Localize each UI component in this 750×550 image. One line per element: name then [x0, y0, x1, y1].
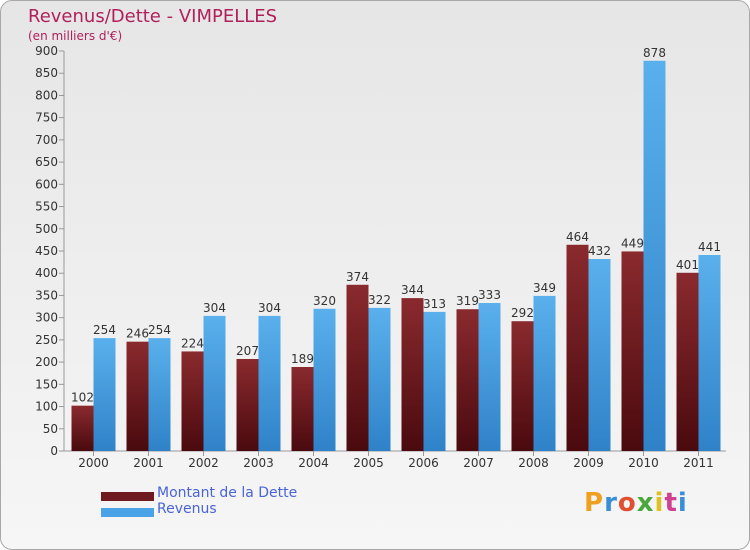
data-label-revenus: 333 — [478, 288, 501, 302]
bar-revenus — [368, 307, 391, 451]
x-tick-label: 2000 — [78, 456, 109, 470]
logo-letter: i — [677, 488, 688, 518]
y-tick-label: 200 — [35, 355, 58, 369]
y-tick-label: 750 — [35, 111, 58, 125]
chart-subtitle: (en milliers d'€) — [28, 29, 123, 43]
bar-dette — [621, 251, 644, 451]
logo-letter: x — [636, 488, 655, 518]
data-label-revenus: 322 — [368, 293, 391, 307]
bar-dette — [676, 272, 699, 451]
legend-swatch-revenus — [101, 508, 154, 517]
y-tick-label: 900 — [35, 44, 58, 58]
bar-dette — [401, 298, 424, 451]
x-tick-label: 2008 — [518, 456, 549, 470]
data-label-revenus: 254 — [93, 323, 116, 337]
bar-revenus — [258, 315, 281, 451]
x-tick-label: 2005 — [353, 456, 384, 470]
bar-dette — [511, 321, 534, 451]
bar-dette — [181, 351, 204, 451]
logo-letter: i — [654, 488, 665, 518]
y-tick-label: 650 — [35, 155, 58, 169]
legend-label-revenus: Revenus — [157, 501, 217, 517]
data-label-revenus: 349 — [533, 281, 556, 295]
proxiti-logo: Proxiti — [584, 488, 688, 518]
chart-title: Revenus/Dette - VIMPELLES — [28, 6, 278, 27]
data-label-revenus: 432 — [588, 244, 611, 258]
y-tick-label: 450 — [35, 244, 58, 258]
data-label-revenus: 254 — [148, 323, 171, 337]
bar-revenus — [313, 308, 336, 451]
data-label-dette: 344 — [401, 283, 424, 297]
bar-dette — [566, 244, 589, 451]
bar-revenus — [588, 259, 611, 451]
data-label-dette: 292 — [511, 306, 534, 320]
data-label-revenus: 320 — [313, 294, 336, 308]
data-label-dette: 401 — [676, 258, 699, 272]
bar-revenus — [478, 303, 501, 451]
x-tick-label: 2004 — [298, 456, 329, 470]
data-label-revenus: 304 — [258, 301, 281, 315]
bar-revenus — [533, 295, 556, 451]
bar-dette — [456, 309, 479, 451]
data-label-dette: 102 — [71, 391, 94, 405]
legend-swatch-dette — [101, 492, 154, 501]
y-tick-label: 400 — [35, 266, 58, 280]
y-tick-label: 0 — [50, 444, 58, 458]
y-tick-label: 800 — [35, 88, 58, 102]
logo-letter: r — [604, 488, 618, 518]
bar-revenus — [203, 315, 226, 451]
logo-letter: P — [584, 488, 605, 518]
y-tick-label: 150 — [35, 377, 58, 391]
bar-dette — [291, 367, 314, 451]
data-label-revenus: 878 — [643, 46, 666, 60]
x-tick-label: 2009 — [573, 456, 604, 470]
x-tick-label: 2006 — [408, 456, 439, 470]
data-label-revenus: 304 — [203, 301, 226, 315]
y-tick-label: 600 — [35, 177, 58, 191]
data-label-dette: 374 — [346, 270, 369, 284]
x-tick-label: 2011 — [683, 456, 714, 470]
y-tick-label: 500 — [35, 222, 58, 236]
legend-label-dette: Montant de la Dette — [157, 485, 298, 501]
data-label-dette: 189 — [291, 352, 314, 366]
y-tick-label: 700 — [35, 133, 58, 147]
y-tick-label: 550 — [35, 200, 58, 214]
x-tick-label: 2001 — [133, 456, 164, 470]
y-tick-label: 850 — [35, 66, 58, 80]
data-label-revenus: 313 — [423, 297, 446, 311]
data-label-dette: 464 — [566, 230, 589, 244]
bar-revenus — [698, 255, 721, 451]
x-tick-label: 2002 — [188, 456, 219, 470]
bar-revenus — [423, 311, 446, 451]
data-label-dette: 449 — [621, 236, 644, 250]
data-label-dette: 207 — [236, 344, 259, 358]
bar-revenus — [148, 338, 171, 451]
data-label-dette: 319 — [456, 294, 479, 308]
bar-dette — [71, 405, 94, 451]
y-tick-label: 50 — [43, 422, 58, 436]
x-tick-label: 2010 — [628, 456, 659, 470]
bar-dette — [346, 284, 369, 451]
bar-dette — [126, 341, 149, 451]
data-label-revenus: 441 — [698, 240, 721, 254]
data-label-dette: 224 — [181, 336, 204, 350]
data-label-dette: 246 — [126, 327, 149, 341]
bar-dette — [236, 359, 259, 451]
y-tick-label: 100 — [35, 400, 58, 414]
y-tick-label: 300 — [35, 311, 58, 325]
x-tick-label: 2007 — [463, 456, 494, 470]
bar-revenus — [93, 338, 116, 451]
x-tick-label: 2003 — [243, 456, 274, 470]
y-tick-label: 350 — [35, 288, 58, 302]
logo-letter: t — [664, 488, 678, 518]
logo-letter: o — [617, 488, 637, 518]
y-tick-label: 250 — [35, 333, 58, 347]
bar-revenus — [643, 60, 666, 452]
